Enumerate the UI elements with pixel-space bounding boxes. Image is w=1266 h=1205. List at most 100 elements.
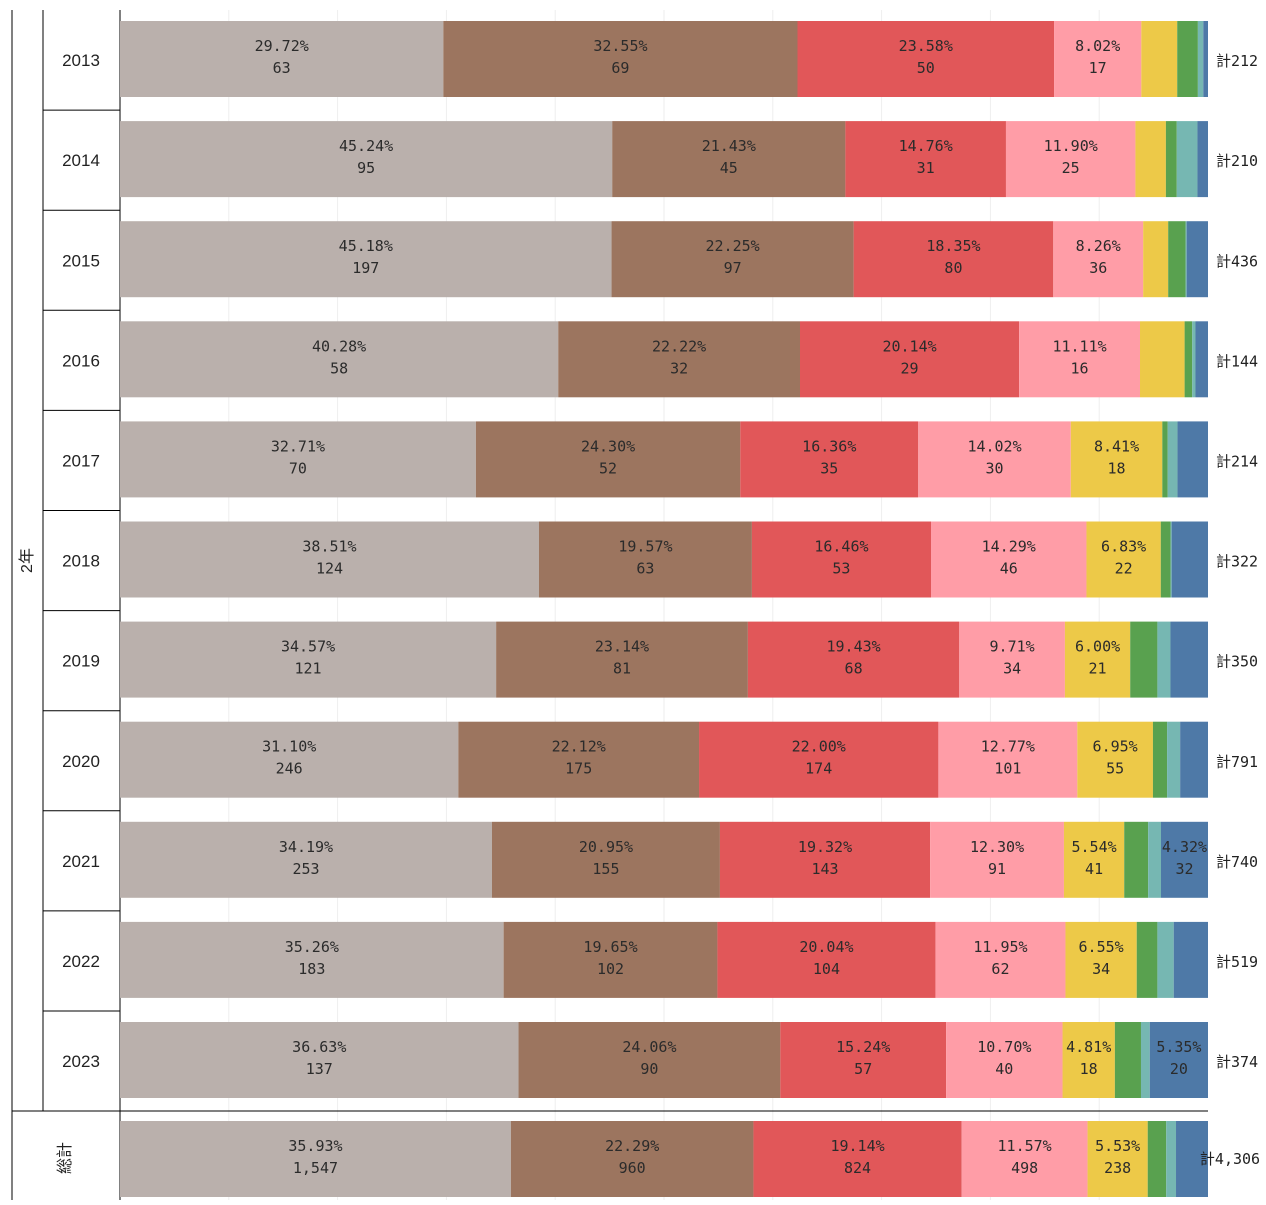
bar-2018-segment-0-percent: 38.51%	[302, 538, 356, 556]
grand-total-label: 計4,306	[1200, 1150, 1260, 1168]
bar-2016-segment-0	[120, 321, 559, 398]
bar-2022-segment-7	[1173, 921, 1208, 998]
bar-2013-segment-5	[1177, 21, 1198, 97]
bar-2021-segment-1-percent: 20.95%	[579, 838, 633, 856]
bar-2013-segment-2-percent: 23.58%	[899, 37, 953, 55]
bar-grand-total-segment-7	[1176, 1121, 1208, 1197]
bar-2015-segment-1	[611, 221, 854, 298]
bar-2021-segment-0-count: 253	[292, 860, 319, 878]
bar-2021-segment-2	[719, 821, 931, 898]
bar-2022-segment-0	[120, 921, 504, 998]
bar-2022-segment-2-count: 104	[813, 960, 840, 978]
bar-2016-segment-1-count: 32	[670, 359, 688, 377]
category-label: 2023	[62, 1052, 100, 1071]
bar-grand-total-segment-1-percent: 22.29%	[605, 1137, 659, 1155]
bar-2015-segment-4	[1143, 221, 1169, 298]
bar-grand-total-segment-4-percent: 5.53%	[1095, 1137, 1140, 1155]
row-total-label: 計322	[1216, 553, 1258, 571]
bar-2018-segment-1	[538, 521, 752, 598]
bar-2023-segment-7	[1149, 1022, 1208, 1098]
bar-2018-segment-1-percent: 19.57%	[618, 538, 672, 556]
bar-2023-segment-7-percent: 5.35%	[1156, 1038, 1201, 1056]
bar-2021-segment-5	[1124, 821, 1149, 898]
bar-2019-segment-3-percent: 9.71%	[990, 638, 1035, 656]
bar-2023-segment-4	[1062, 1022, 1115, 1098]
bar-2020-segment-4-percent: 6.95%	[1093, 738, 1138, 756]
bar-grand-total-segment-3-percent: 11.57%	[998, 1137, 1052, 1155]
bar-2020-segment-6	[1167, 721, 1181, 798]
bar-2013-segment-2-count: 50	[917, 59, 935, 77]
bar-2022-segment-3-percent: 11.95%	[973, 938, 1027, 956]
bar-2019-segment-2-count: 68	[845, 660, 863, 678]
row-total-label: 計374	[1216, 1053, 1258, 1071]
bar-2021-segment-0	[120, 821, 492, 898]
bar-2014-segment-2-count: 31	[917, 159, 935, 177]
bar-2018-segment-7	[1171, 521, 1208, 598]
bar-2014-segment-5	[1165, 121, 1177, 198]
bar-2015-segment-0-count: 197	[352, 259, 379, 277]
bar-2015-segment-1-percent: 22.25%	[706, 237, 760, 255]
bar-grand-total-segment-4	[1087, 1121, 1148, 1197]
bar-2021-segment-4	[1063, 821, 1125, 898]
row-total-label: 計519	[1216, 953, 1258, 971]
bar-2020-segment-0	[120, 721, 459, 798]
bar-2015-segment-1-count: 97	[724, 259, 742, 277]
bar-2017-segment-3-count: 30	[986, 459, 1004, 477]
bar-2013-segment-1	[443, 21, 798, 97]
bar-2017-segment-1-count: 52	[599, 459, 617, 477]
category-label: 2022	[62, 952, 100, 971]
bar-2022-segment-2	[717, 921, 936, 998]
bar-2017-segment-4-count: 18	[1108, 459, 1126, 477]
bar-2016-segment-0-percent: 40.28%	[312, 337, 366, 355]
bar-2015-segment-2-count: 80	[944, 259, 962, 277]
bar-grand-total-segment-0-percent: 35.93%	[288, 1137, 342, 1155]
bar-2023-segment-2	[780, 1022, 947, 1098]
bar-2017-segment-0-count: 70	[289, 459, 307, 477]
bar-2016-segment-2-count: 29	[901, 359, 919, 377]
bar-2016-segment-7	[1195, 321, 1208, 398]
bar-2022-segment-4-count: 34	[1092, 960, 1110, 978]
bar-2023-segment-7-count: 20	[1170, 1060, 1188, 1078]
bar-2014-segment-2	[845, 121, 1006, 198]
bar-2019-segment-0-count: 121	[295, 660, 322, 678]
category-label: 2021	[62, 852, 100, 871]
bar-2017-segment-4-percent: 8.41%	[1094, 437, 1139, 455]
bar-2018-segment-3-percent: 14.29%	[982, 538, 1036, 556]
bar-2022-segment-3	[935, 921, 1066, 998]
bar-2020-segment-5	[1152, 721, 1168, 798]
bar-2016-segment-4	[1140, 321, 1185, 398]
bar-2018-segment-4-percent: 6.83%	[1101, 538, 1146, 556]
bar-2013-segment-3	[1054, 21, 1142, 97]
bar-2017-segment-7	[1177, 421, 1208, 498]
bar-2016-segment-1	[558, 321, 800, 398]
bar-2015-segment-3	[1053, 221, 1144, 298]
bar-2021-segment-1-count: 155	[592, 860, 619, 878]
bar-2013-segment-3-percent: 8.02%	[1075, 37, 1120, 55]
bar-2017-segment-0-percent: 32.71%	[271, 437, 325, 455]
category-label: 2020	[62, 752, 100, 771]
row-total-label: 計144	[1216, 352, 1258, 370]
bar-2019-segment-2-percent: 19.43%	[826, 638, 880, 656]
category-label: 2016	[62, 351, 100, 370]
bar-2022-segment-1-count: 102	[597, 960, 624, 978]
bar-2017-segment-2-count: 35	[820, 459, 838, 477]
bar-grand-total-segment-3	[961, 1121, 1088, 1197]
bar-2014-segment-0	[120, 121, 613, 198]
bar-2014-segment-7	[1197, 121, 1208, 198]
bar-2023-segment-2-percent: 15.24%	[836, 1038, 890, 1056]
bar-2019-segment-6	[1157, 621, 1171, 698]
bar-2020-segment-2-percent: 22.00%	[792, 738, 846, 756]
bar-2019-segment-1	[496, 621, 748, 698]
bar-2016-segment-3-count: 16	[1071, 359, 1089, 377]
bar-2015-segment-0-percent: 45.18%	[339, 237, 393, 255]
bar-2023-segment-1-count: 90	[640, 1060, 658, 1078]
bar-2018-segment-3	[930, 521, 1087, 598]
bar-2022-segment-4	[1065, 921, 1137, 998]
bar-2023-segment-3-percent: 10.70%	[977, 1038, 1031, 1056]
bar-2018-segment-4-count: 22	[1115, 560, 1133, 578]
bar-2017-segment-0	[120, 421, 476, 498]
bar-grand-total-segment-3-count: 498	[1011, 1159, 1038, 1177]
bar-2018-segment-0	[120, 521, 539, 598]
bar-2017-segment-3-percent: 14.02%	[967, 437, 1021, 455]
bar-2015-segment-2	[853, 221, 1054, 298]
